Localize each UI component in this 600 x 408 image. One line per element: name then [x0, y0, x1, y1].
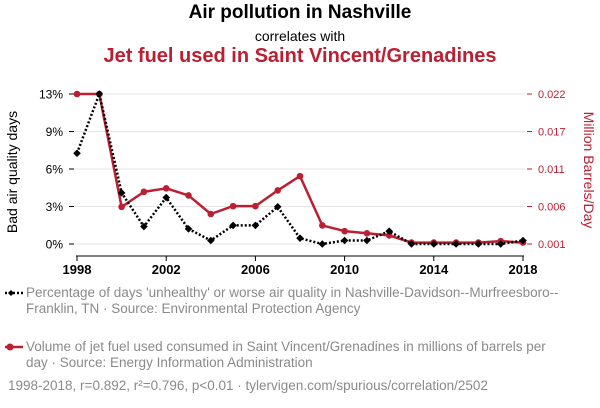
- data-point-jetfuel: [363, 229, 371, 237]
- right-axis: 0.001 0.006 0.011 0.017 0.022: [527, 89, 566, 251]
- data-point-jetfuel: [140, 188, 148, 196]
- y-tick-label-right: 0.022: [538, 89, 566, 101]
- y-tick-label-right: 0.006: [538, 202, 566, 214]
- x-tick-label: 2010: [330, 262, 359, 277]
- data-point-pollution: [140, 222, 148, 231]
- data-point-jetfuel: [73, 90, 81, 98]
- data-point-jetfuel: [385, 232, 393, 239]
- data-point-jetfuel: [118, 203, 125, 211]
- series-line-pollution: [75, 92, 524, 246]
- data-point-jetfuel: [252, 202, 259, 210]
- y-tick-label-left: 0%: [46, 238, 64, 252]
- y-tick-label-right: 0.017: [538, 127, 566, 139]
- y-tick-label-right: 0.011: [538, 164, 565, 176]
- x-axis: 1998 2002 2006 2010 2014 2018: [63, 255, 538, 277]
- data-point-pollution: [296, 234, 304, 242]
- data-point-pollution: [407, 240, 416, 248]
- x-tick-label: 2018: [509, 262, 538, 277]
- data-point-jetfuel: [185, 192, 192, 199]
- data-point-pollution: [363, 236, 371, 245]
- left-axis: 0% 3% 6% 9% 13%: [39, 88, 74, 252]
- data-point-pollution: [273, 202, 282, 211]
- data-point-pollution: [340, 236, 349, 245]
- series-line-jetfuel: [77, 92, 524, 244]
- y-tick-label-right: 0.001: [538, 239, 566, 251]
- data-point-jetfuel: [207, 210, 215, 218]
- data-point-pollution: [229, 221, 237, 230]
- legend-item-jetfuel: Volume of jet fuel used consumed in Sain…: [4, 339, 564, 371]
- data-point-pollution: [251, 221, 260, 230]
- data-point-pollution: [496, 240, 505, 248]
- data-point-pollution: [452, 240, 460, 248]
- data-point-jetfuel: [319, 222, 326, 229]
- data-point-pollution: [519, 236, 527, 245]
- data-point-jetfuel: [341, 227, 348, 235]
- data-point-pollution: [95, 90, 104, 98]
- legend-swatch-jetfuel: [5, 343, 23, 351]
- x-tick-label: 2002: [152, 262, 181, 277]
- data-point-pollution: [474, 240, 483, 248]
- data-point-jetfuel: [296, 172, 304, 180]
- legend-label-jetfuel: Volume of jet fuel used consumed in Sain…: [26, 339, 546, 370]
- data-point-pollution: [318, 240, 327, 248]
- data-point-pollution: [385, 227, 393, 236]
- x-tick-label: 1998: [63, 262, 92, 277]
- data-point-pollution: [207, 236, 215, 245]
- data-point-jetfuel: [229, 202, 237, 210]
- y-axis-label-right: Million Barrels/Day: [581, 112, 597, 229]
- data-point-pollution: [184, 225, 193, 233]
- data-point-pollution: [430, 240, 438, 248]
- data-point-jetfuel: [162, 184, 170, 192]
- y-tick-label-left: 13%: [39, 88, 63, 102]
- y-tick-label-left: 6%: [46, 163, 64, 177]
- x-tick-label: 2014: [419, 262, 449, 277]
- data-point-pollution: [117, 189, 126, 197]
- gridlines: [75, 93, 525, 245]
- chart-footer: 1998-2018, r=0.892, r²=0.796, p<0.01 · t…: [8, 378, 488, 393]
- series-layer: [73, 90, 527, 248]
- chart-title: Air pollution in Nashville: [188, 2, 412, 23]
- chart-title-secondary: Jet fuel used in Saint Vincent/Grenadine…: [103, 45, 497, 67]
- data-point-jetfuel: [274, 187, 282, 194]
- y-tick-label-left: 3%: [46, 200, 64, 214]
- legend-swatch-pollution: [5, 290, 23, 296]
- y-tick-label-left: 9%: [46, 125, 64, 139]
- data-point-pollution: [73, 149, 81, 158]
- data-point-pollution: [162, 193, 170, 202]
- legend-item-pollution: Percentage of days 'unhealthy' or worse …: [4, 285, 564, 317]
- y-axis-label-left: Bad air quality days: [4, 111, 20, 233]
- x-tick-label: 2006: [241, 262, 270, 277]
- legend-label-pollution: Percentage of days 'unhealthy' or worse …: [26, 285, 559, 316]
- chart-subtitle: correlates with: [254, 28, 346, 44]
